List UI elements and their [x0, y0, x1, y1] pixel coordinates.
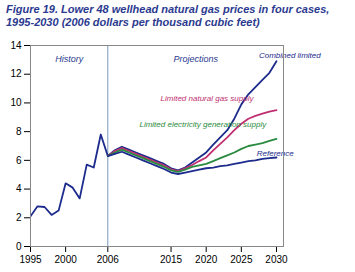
- svg-text:1995: 1995: [19, 254, 42, 265]
- svg-text:4: 4: [16, 183, 22, 194]
- svg-text:2020: 2020: [195, 254, 218, 265]
- svg-text:Limited electricity generation: Limited electricity generation supply: [139, 120, 267, 129]
- svg-text:Limited natural gas supply: Limited natural gas supply: [161, 94, 255, 103]
- html-text:Figure 19. Lower 48 wellhead n: Figure 19. Lower 48 wellhead natural gas…: [6, 3, 330, 28]
- svg-text:Projections: Projections: [173, 54, 218, 64]
- svg-text:2015: 2015: [160, 254, 183, 265]
- svg-text:2000: 2000: [55, 254, 78, 265]
- svg-text:2025: 2025: [230, 254, 253, 265]
- svg-text:2: 2: [16, 212, 22, 223]
- svg-text:History: History: [55, 54, 84, 64]
- svg-text:2030: 2030: [265, 254, 288, 265]
- svg-text:6: 6: [16, 155, 22, 166]
- svg-text:14: 14: [10, 40, 22, 51]
- svg-text:2006: 2006: [97, 254, 120, 265]
- svg-text:12: 12: [10, 68, 22, 79]
- svg-text:Combined limited: Combined limited: [259, 51, 321, 60]
- svg-text:0: 0: [16, 241, 22, 252]
- svg-text:10: 10: [10, 97, 22, 108]
- svg-text:8: 8: [16, 126, 22, 137]
- svg-text:Reference: Reference: [257, 149, 294, 158]
